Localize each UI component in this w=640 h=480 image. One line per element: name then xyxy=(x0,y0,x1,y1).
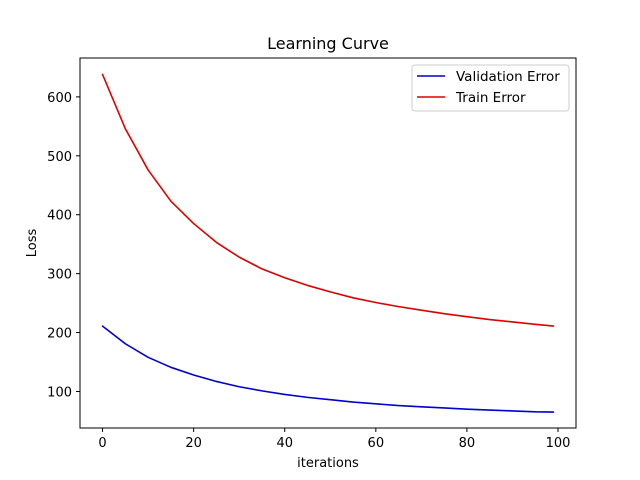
y-tick-label: 100 xyxy=(47,385,72,400)
x-tick-label: 20 xyxy=(185,436,202,451)
y-axis-label: Loss xyxy=(25,229,40,258)
x-tick-label: 80 xyxy=(459,436,476,451)
x-tick-label: 40 xyxy=(276,436,293,451)
y-tick-label: 500 xyxy=(47,150,72,165)
x-tick-label: 100 xyxy=(546,436,571,451)
plot-area xyxy=(79,57,577,429)
series-line-validation-error xyxy=(101,325,555,413)
y-tick-label: 300 xyxy=(47,268,72,283)
y-axis: 100 200 300 400 500 600 xyxy=(47,91,80,400)
y-tick-label: 200 xyxy=(47,327,72,342)
x-tick-label: 0 xyxy=(98,436,106,451)
series-layer xyxy=(101,73,555,413)
legend-box xyxy=(411,64,570,112)
legend: Validation Error Train Error xyxy=(411,64,570,112)
legend-label: Validation Error xyxy=(456,69,560,85)
y-tick-label: 400 xyxy=(47,209,72,224)
chart-title: Learning Curve xyxy=(267,34,389,53)
legend-label: Train Error xyxy=(455,90,526,106)
y-tick-label: 600 xyxy=(47,91,72,106)
plot-frame xyxy=(79,57,577,429)
x-tick-label: 60 xyxy=(368,436,385,451)
x-axis: 0 20 40 60 80 100 xyxy=(98,428,570,451)
x-axis-label: iterations xyxy=(297,456,359,471)
series-line-train-error xyxy=(101,73,555,327)
